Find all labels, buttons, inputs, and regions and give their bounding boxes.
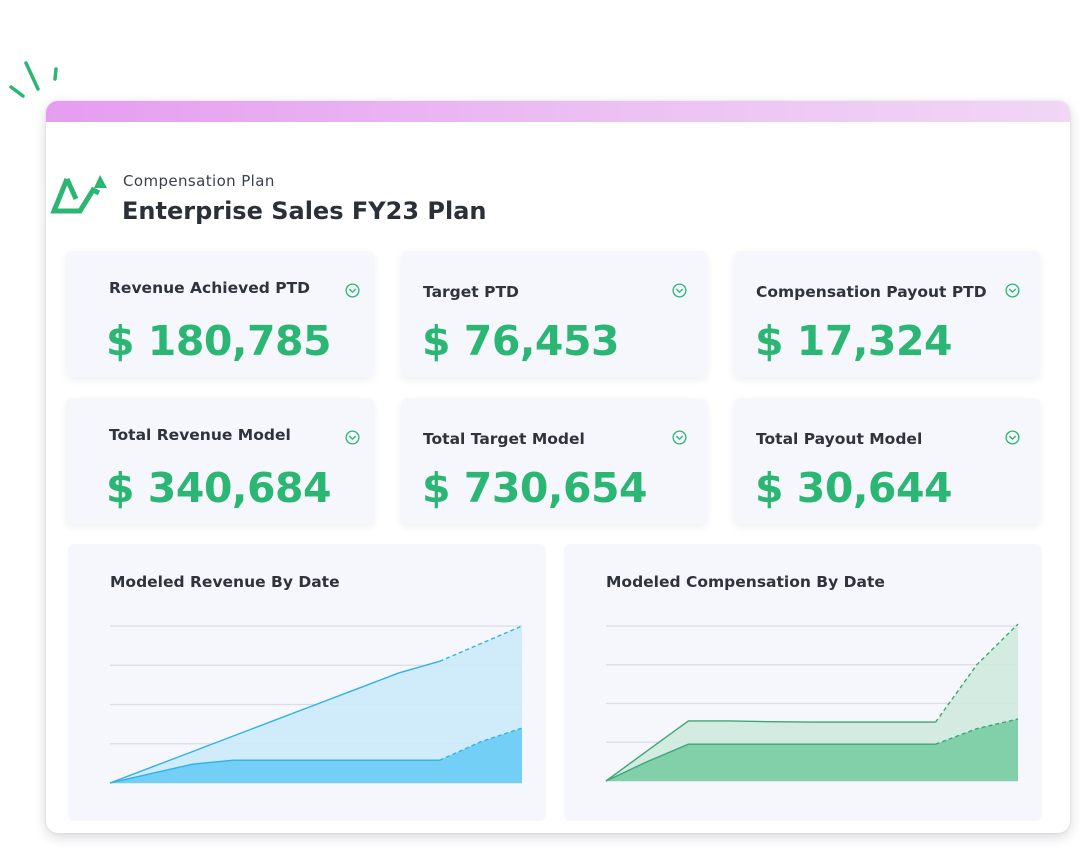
kpi-value: $ 76,453	[422, 317, 620, 365]
kpi-label: Total Revenue Model	[109, 426, 291, 444]
series-line-projected	[935, 718, 1019, 745]
chevron-down-circle-icon[interactable]	[1005, 283, 1020, 298]
chart-title: Modeled Compensation By Date	[606, 573, 885, 591]
revenue-area-chart	[109, 625, 523, 784]
kpi-value: $ 17,324	[755, 317, 953, 365]
kpi-card-total-revenue-model[interactable]: Total Revenue Model $ 340,684	[66, 398, 374, 524]
window-top-bar	[46, 101, 1070, 122]
kpi-card-compensation-payout[interactable]: Compensation Payout PTD $ 17,324	[734, 251, 1040, 377]
kpi-value: $ 730,654	[422, 464, 648, 512]
series-line-projected	[935, 623, 1019, 723]
page-subtitle: Compensation Plan	[123, 172, 275, 190]
series-line-projected	[439, 625, 523, 662]
chart-panel-compensation: Modeled Compensation By Date	[564, 544, 1042, 821]
chevron-down-circle-icon[interactable]	[1005, 430, 1020, 445]
kpi-card-total-target-model[interactable]: Total Target Model $ 730,654	[401, 398, 707, 524]
spark-lines-icon	[9, 61, 58, 98]
page-title: Enterprise Sales FY23 Plan	[122, 197, 487, 225]
kpi-value: $ 340,684	[106, 464, 332, 512]
kpi-card-total-payout-model[interactable]: Total Payout Model $ 30,644	[734, 398, 1040, 524]
chevron-down-circle-icon[interactable]	[345, 430, 360, 445]
chevron-down-circle-icon[interactable]	[672, 283, 687, 298]
series-area-total	[606, 624, 1018, 781]
chevron-down-circle-icon[interactable]	[345, 283, 360, 298]
series-area-actual	[606, 719, 1018, 781]
kpi-value: $ 180,785	[106, 317, 332, 365]
kpi-card-target[interactable]: Target PTD $ 76,453	[401, 251, 707, 377]
trend-arrow-logo-icon	[50, 175, 107, 214]
series-line-actual	[605, 743, 936, 782]
kpi-label: Total Target Model	[423, 430, 585, 448]
series-line-actual	[109, 660, 440, 784]
dashboard-window: Compensation Plan Enterprise Sales FY23 …	[46, 101, 1070, 833]
chart-panel-revenue: Modeled Revenue By Date	[68, 544, 546, 821]
chart-title: Modeled Revenue By Date	[110, 573, 340, 591]
kpi-label: Target PTD	[423, 283, 519, 301]
compensation-area-chart	[605, 623, 1019, 782]
chevron-down-circle-icon[interactable]	[672, 430, 687, 445]
kpi-value: $ 30,644	[755, 464, 953, 512]
kpi-label: Revenue Achieved PTD	[109, 279, 310, 297]
kpi-card-revenue-achieved[interactable]: Revenue Achieved PTD $ 180,785	[66, 251, 374, 377]
series-line-projected	[439, 727, 523, 761]
series-line-actual	[109, 759, 440, 784]
series-area-actual	[110, 728, 522, 783]
kpi-label: Compensation Payout PTD	[756, 283, 987, 301]
kpi-label: Total Payout Model	[756, 430, 923, 448]
series-line-actual	[605, 720, 936, 782]
